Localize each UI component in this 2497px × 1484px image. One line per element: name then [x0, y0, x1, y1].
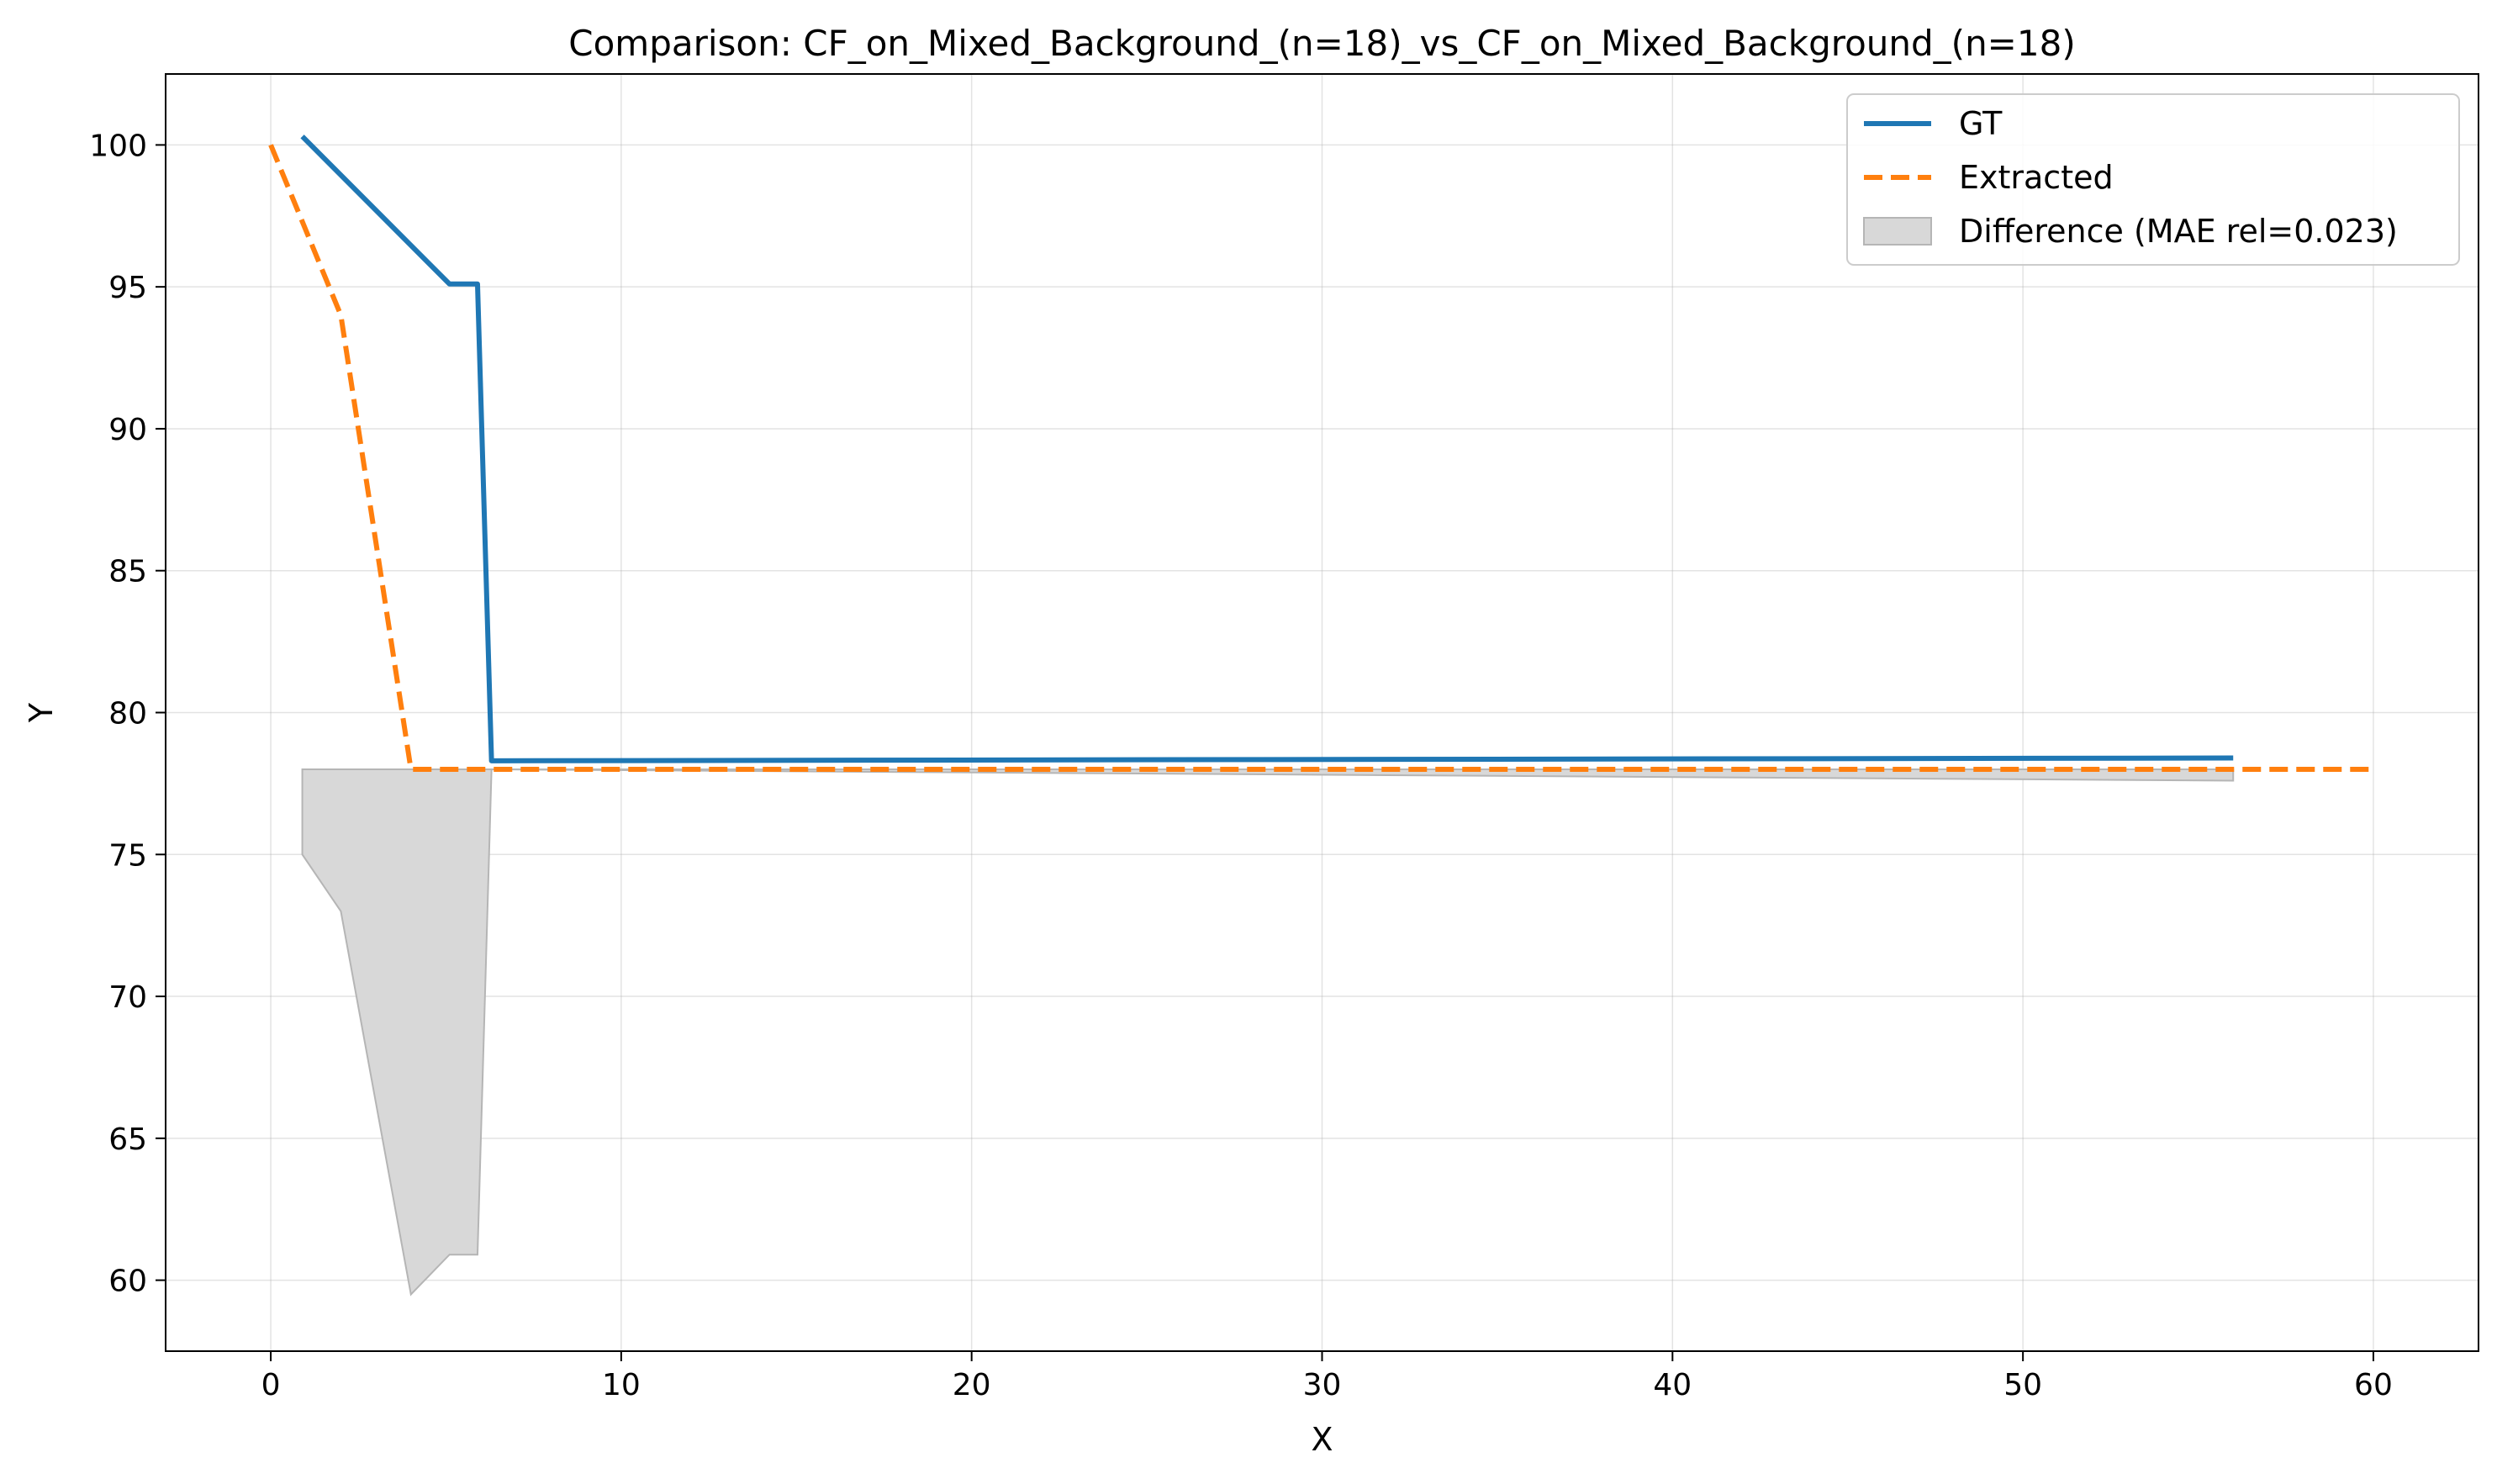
y-axis-label: Y	[23, 702, 60, 723]
y-tick-label: 100	[89, 129, 147, 163]
legend-swatch-difference	[1863, 217, 1932, 246]
y-tick-label: 70	[108, 980, 147, 1015]
x-tick-label: 20	[953, 1368, 991, 1402]
x-tick-label: 60	[2354, 1368, 2393, 1402]
x-tick-label: 10	[602, 1368, 641, 1402]
x-axis-label: X	[1311, 1421, 1333, 1458]
legend-box	[1846, 93, 2460, 266]
y-tick-label: 90	[108, 413, 147, 447]
x-tick-label: 0	[261, 1368, 281, 1402]
y-tick-label: 65	[108, 1122, 147, 1157]
x-tick-label: 30	[1303, 1368, 1342, 1402]
y-tick-label: 85	[108, 555, 147, 589]
legend-label-extracted: Extracted	[1959, 159, 2114, 196]
chart-title: Comparison: CF_on_Mixed_Background_(n=18…	[568, 23, 2075, 64]
series-line-extracted	[268, 144, 2373, 773]
grid-lines	[166, 74, 2479, 1351]
legend-label-gt: GT	[1959, 105, 2003, 142]
series-line-gt	[300, 135, 2234, 763]
x-tick-label: 50	[2003, 1368, 2042, 1402]
y-tick-label: 60	[108, 1265, 147, 1299]
y-tick-label: 80	[108, 697, 147, 731]
y-tick-label: 95	[108, 271, 147, 305]
legend-label-difference: Difference (MAE rel=0.023)	[1959, 213, 2398, 250]
axis-ticks: 0 10 20 30 40 50 60 60 65 70 75 80 85 90 95 100	[89, 129, 2393, 1402]
legend: GT Extracted Difference (MAE rel=0.023)	[1846, 93, 2460, 266]
x-tick-label: 40	[1653, 1368, 1692, 1402]
series-layer	[268, 135, 2373, 773]
y-tick-label: 75	[108, 838, 147, 873]
